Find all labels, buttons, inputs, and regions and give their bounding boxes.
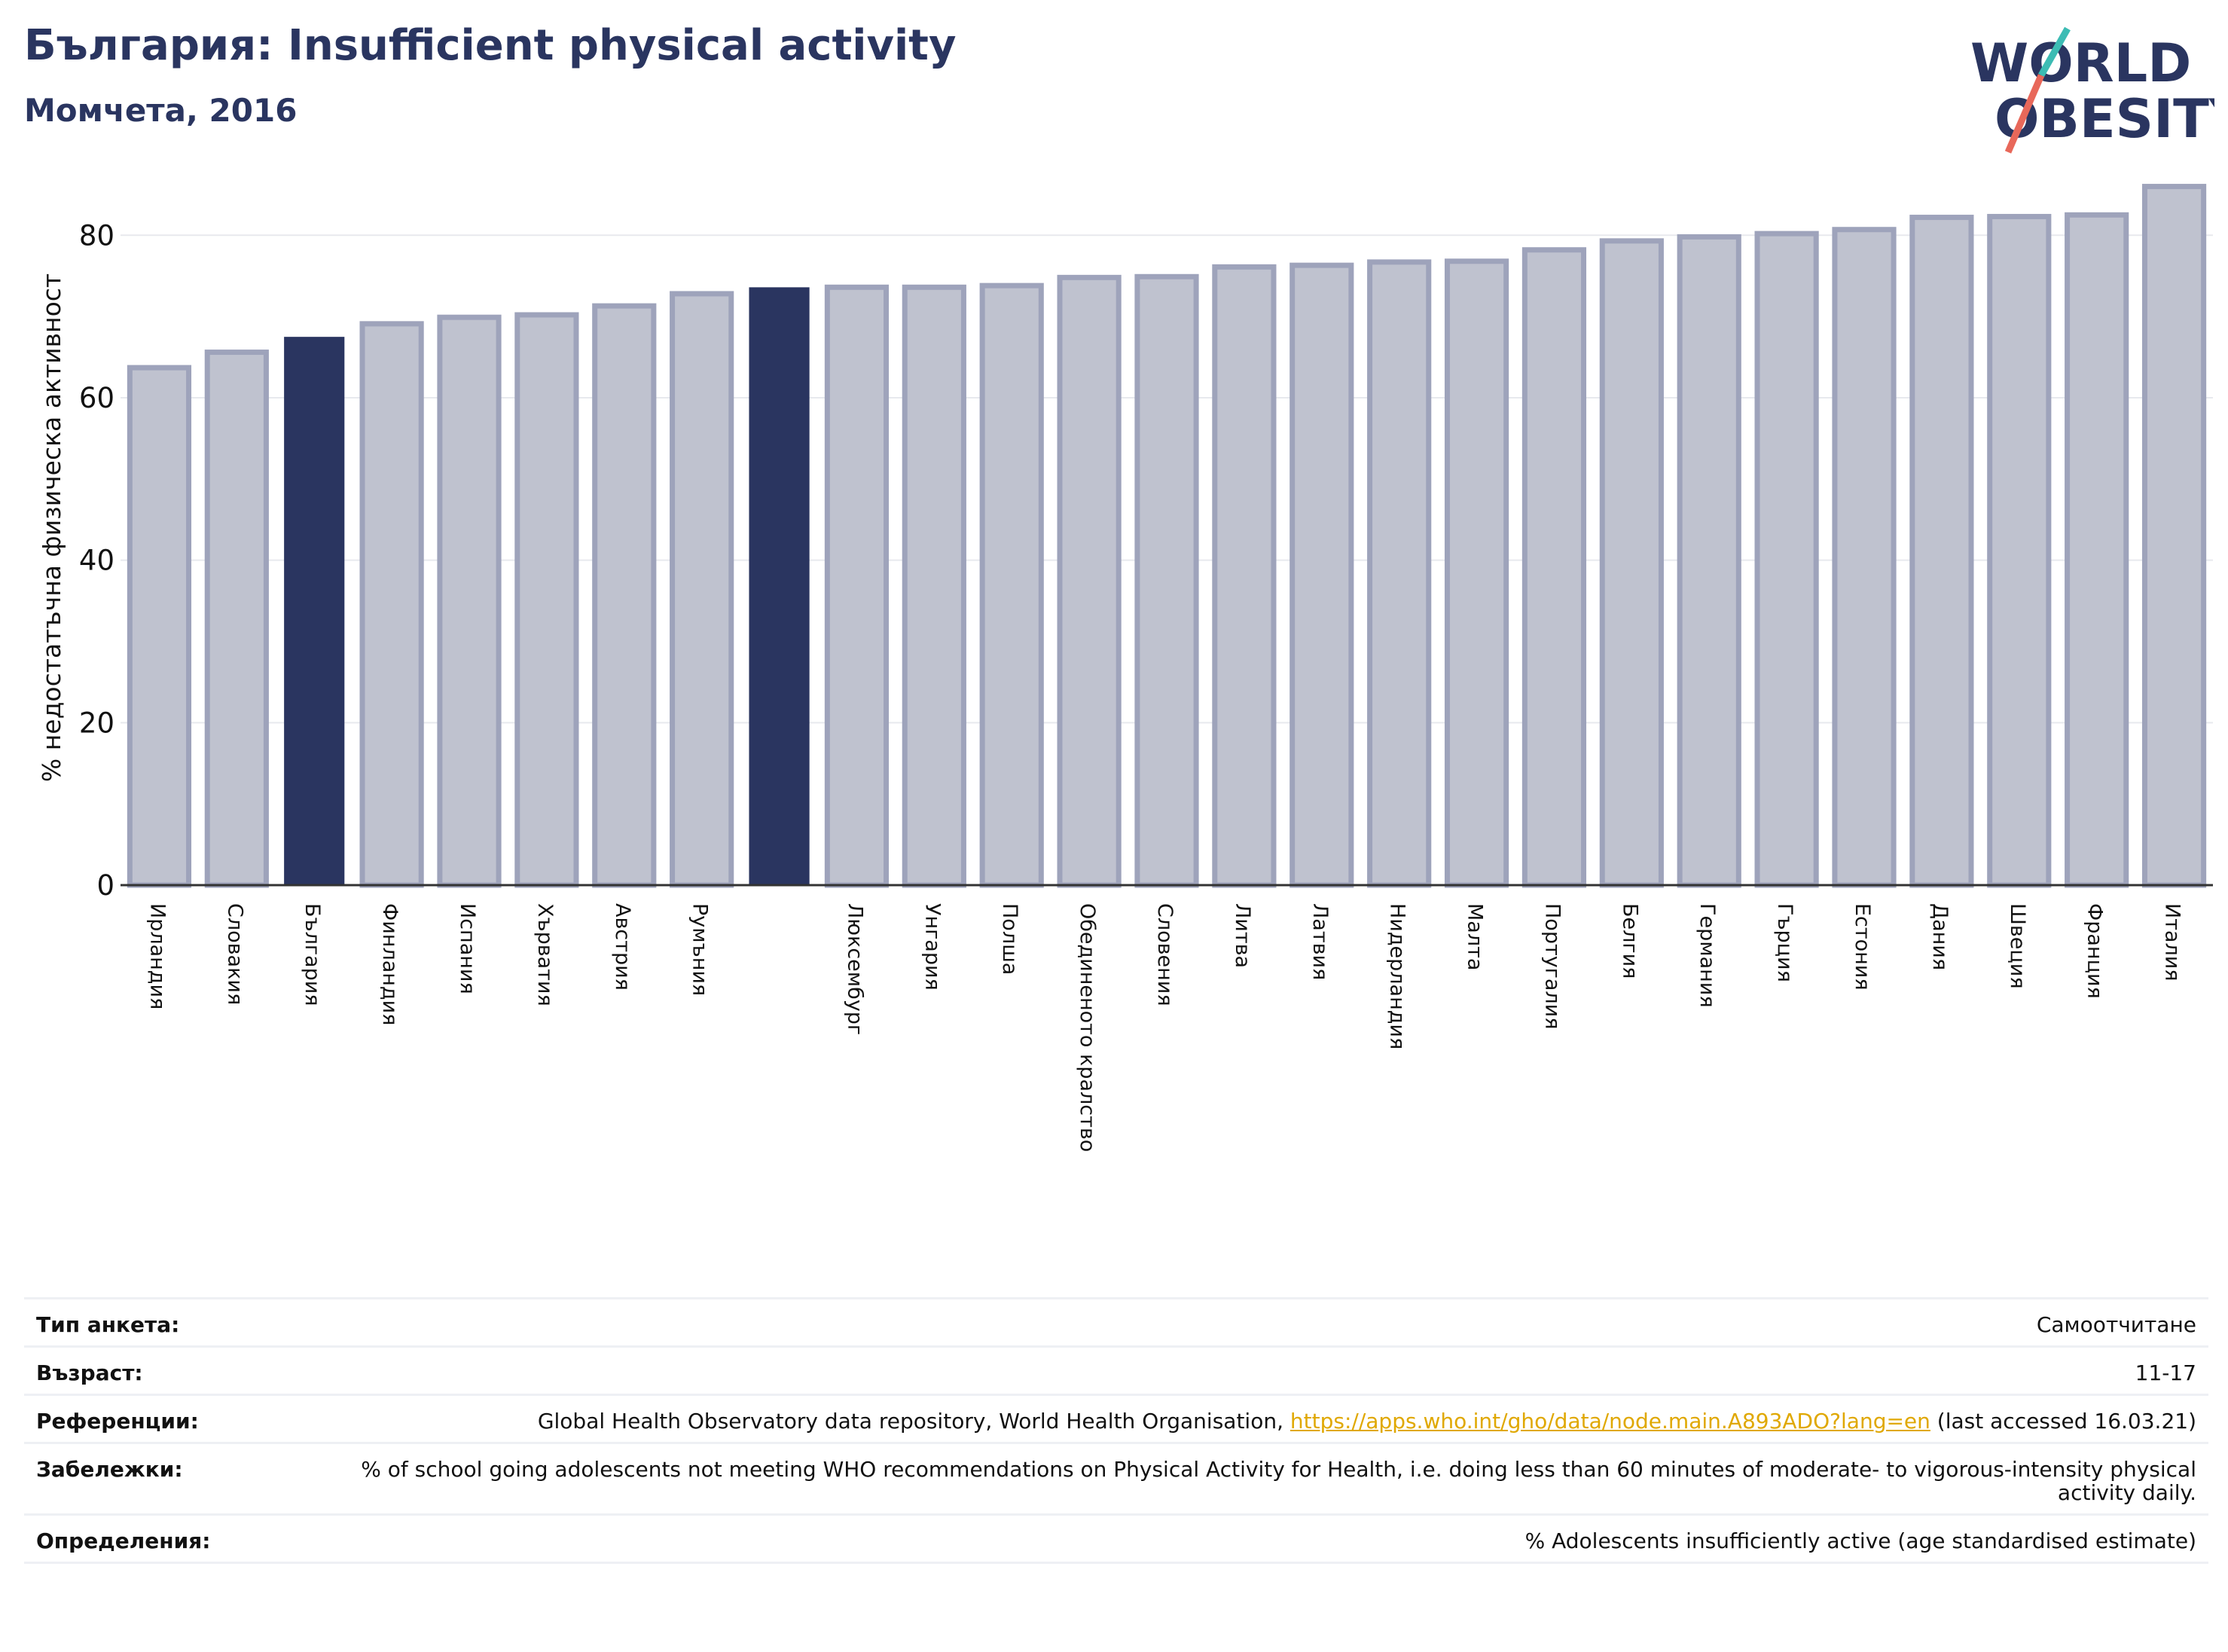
bar (204, 350, 269, 888)
x-tick-label: Дания (1928, 903, 1952, 970)
meta-row-references: Референции: Global Health Observatory da… (24, 1394, 2208, 1442)
bar (749, 287, 810, 886)
x-tick-label: България (301, 903, 324, 1006)
x-tick-label: Испания (456, 903, 479, 994)
x-tick-label: Полша (998, 903, 1021, 975)
x-tick-label: Румъния (688, 903, 712, 996)
definitions-value: % Adolescents insufficiently active (age… (1525, 1528, 2196, 1553)
bar (1521, 247, 1587, 888)
x-tick-label: Хърватия (533, 903, 557, 1006)
bar (1909, 215, 1974, 888)
x-tick-label: Литва (1231, 903, 1254, 968)
meta-row-survey-type: Тип анкета: Самоотчитане (24, 1297, 2208, 1345)
x-tick-label: Малта (1463, 903, 1487, 970)
references-accessed: (last accessed 16.03.21) (1930, 1409, 2196, 1434)
bar (1134, 273, 1199, 888)
y-tick-label: 60 (79, 382, 114, 414)
references-text: Global Health Observatory data repositor… (537, 1409, 1290, 1434)
references-link[interactable]: https://apps.who.int/gho/data/node.main.… (1289, 1409, 1930, 1434)
bar (1677, 234, 1741, 888)
meta-row-definitions: Определения: % Adolescents insufficientl… (24, 1513, 2208, 1564)
svg-text:WORLD: WORLD (1970, 32, 2191, 94)
meta-row-notes: Забележки: % of school going adolescents… (24, 1442, 2208, 1513)
bar (359, 321, 424, 888)
x-tick-label: Обединеното кралство (1076, 903, 1099, 1152)
notes-label: Забележки: (36, 1457, 183, 1482)
y-tick-label: 80 (79, 219, 114, 252)
x-tick-label: Австрия (611, 903, 634, 991)
y-axis-ticks: 0 20 40 60 80 (79, 219, 114, 902)
bar (1289, 262, 1354, 888)
x-tick-label: Ирландия (145, 903, 169, 1009)
age-label: Възраст: (36, 1360, 143, 1385)
x-tick-label: Финландия (378, 903, 401, 1025)
bar (1599, 238, 1664, 888)
bar-chart: 0 20 40 60 80 Ирландия Словакия България Финлан… (37, 184, 2213, 1152)
world-obesity-logo: WORLD OBESITY (1970, 26, 2214, 154)
bars (127, 184, 2207, 888)
bar (514, 312, 579, 888)
y-tick-label: 20 (79, 707, 114, 739)
x-tick-label: Унгария (920, 903, 944, 991)
bar (1444, 258, 1509, 888)
metadata-table: Тип анкета: Самоотчитане Възраст: 11-17 … (24, 1297, 2208, 1564)
bar (670, 291, 734, 888)
x-tick-label: Латвия (1308, 903, 1332, 980)
page-subtitle: Момчета, 2016 (24, 92, 298, 129)
x-axis-labels: Ирландия Словакия България Финландия Испания… (145, 903, 2184, 1152)
bar (2065, 212, 2129, 888)
bar (902, 284, 966, 888)
bar (1057, 274, 1122, 888)
x-tick-label: Гърция (1773, 903, 1796, 982)
survey-type-label: Тип анкета: (36, 1312, 180, 1337)
bar (437, 314, 502, 888)
x-tick-label: Швеция (2006, 903, 2029, 989)
references-label: Референции: (36, 1409, 199, 1434)
bar (1367, 259, 1432, 888)
notes-value: % of school going adolescents not meetin… (361, 1457, 2196, 1505)
x-tick-label: Словакия (223, 903, 246, 1005)
x-tick-label: Нидерландия (1386, 903, 1409, 1049)
bar (592, 303, 657, 888)
bar (1754, 231, 1819, 888)
bar (1212, 264, 1277, 888)
y-axis-label: % недостатъчна физическа активност (37, 273, 66, 782)
bar (1832, 227, 1897, 888)
bar (284, 337, 345, 886)
bar (2141, 184, 2207, 888)
y-tick-label: 0 (96, 869, 114, 902)
references-value: Global Health Observatory data repositor… (538, 1409, 2196, 1433)
x-tick-label: Белгия (1618, 903, 1641, 979)
age-value: 11-17 (2135, 1360, 2196, 1385)
x-tick-label: Италия (2161, 903, 2184, 982)
bar (1987, 213, 2052, 888)
y-tick-label: 40 (79, 545, 114, 577)
x-tick-label: Словения (1153, 903, 1177, 1006)
x-tick-label: Германия (1695, 903, 1719, 1008)
meta-row-age: Възраст: 11-17 (24, 1345, 2208, 1394)
x-tick-label: Франция (2083, 903, 2107, 999)
x-tick-label: Естония (1851, 903, 1874, 991)
bar (127, 365, 192, 888)
survey-type-value: Самоотчитане (2036, 1312, 2196, 1337)
x-tick-label: Португалия (1540, 903, 1564, 1029)
bar (824, 284, 890, 888)
page-title: България: Insufficient physical activity (24, 21, 957, 70)
bar (979, 282, 1044, 888)
definitions-label: Определения: (36, 1528, 211, 1553)
x-tick-label: Люксембург (843, 903, 866, 1035)
